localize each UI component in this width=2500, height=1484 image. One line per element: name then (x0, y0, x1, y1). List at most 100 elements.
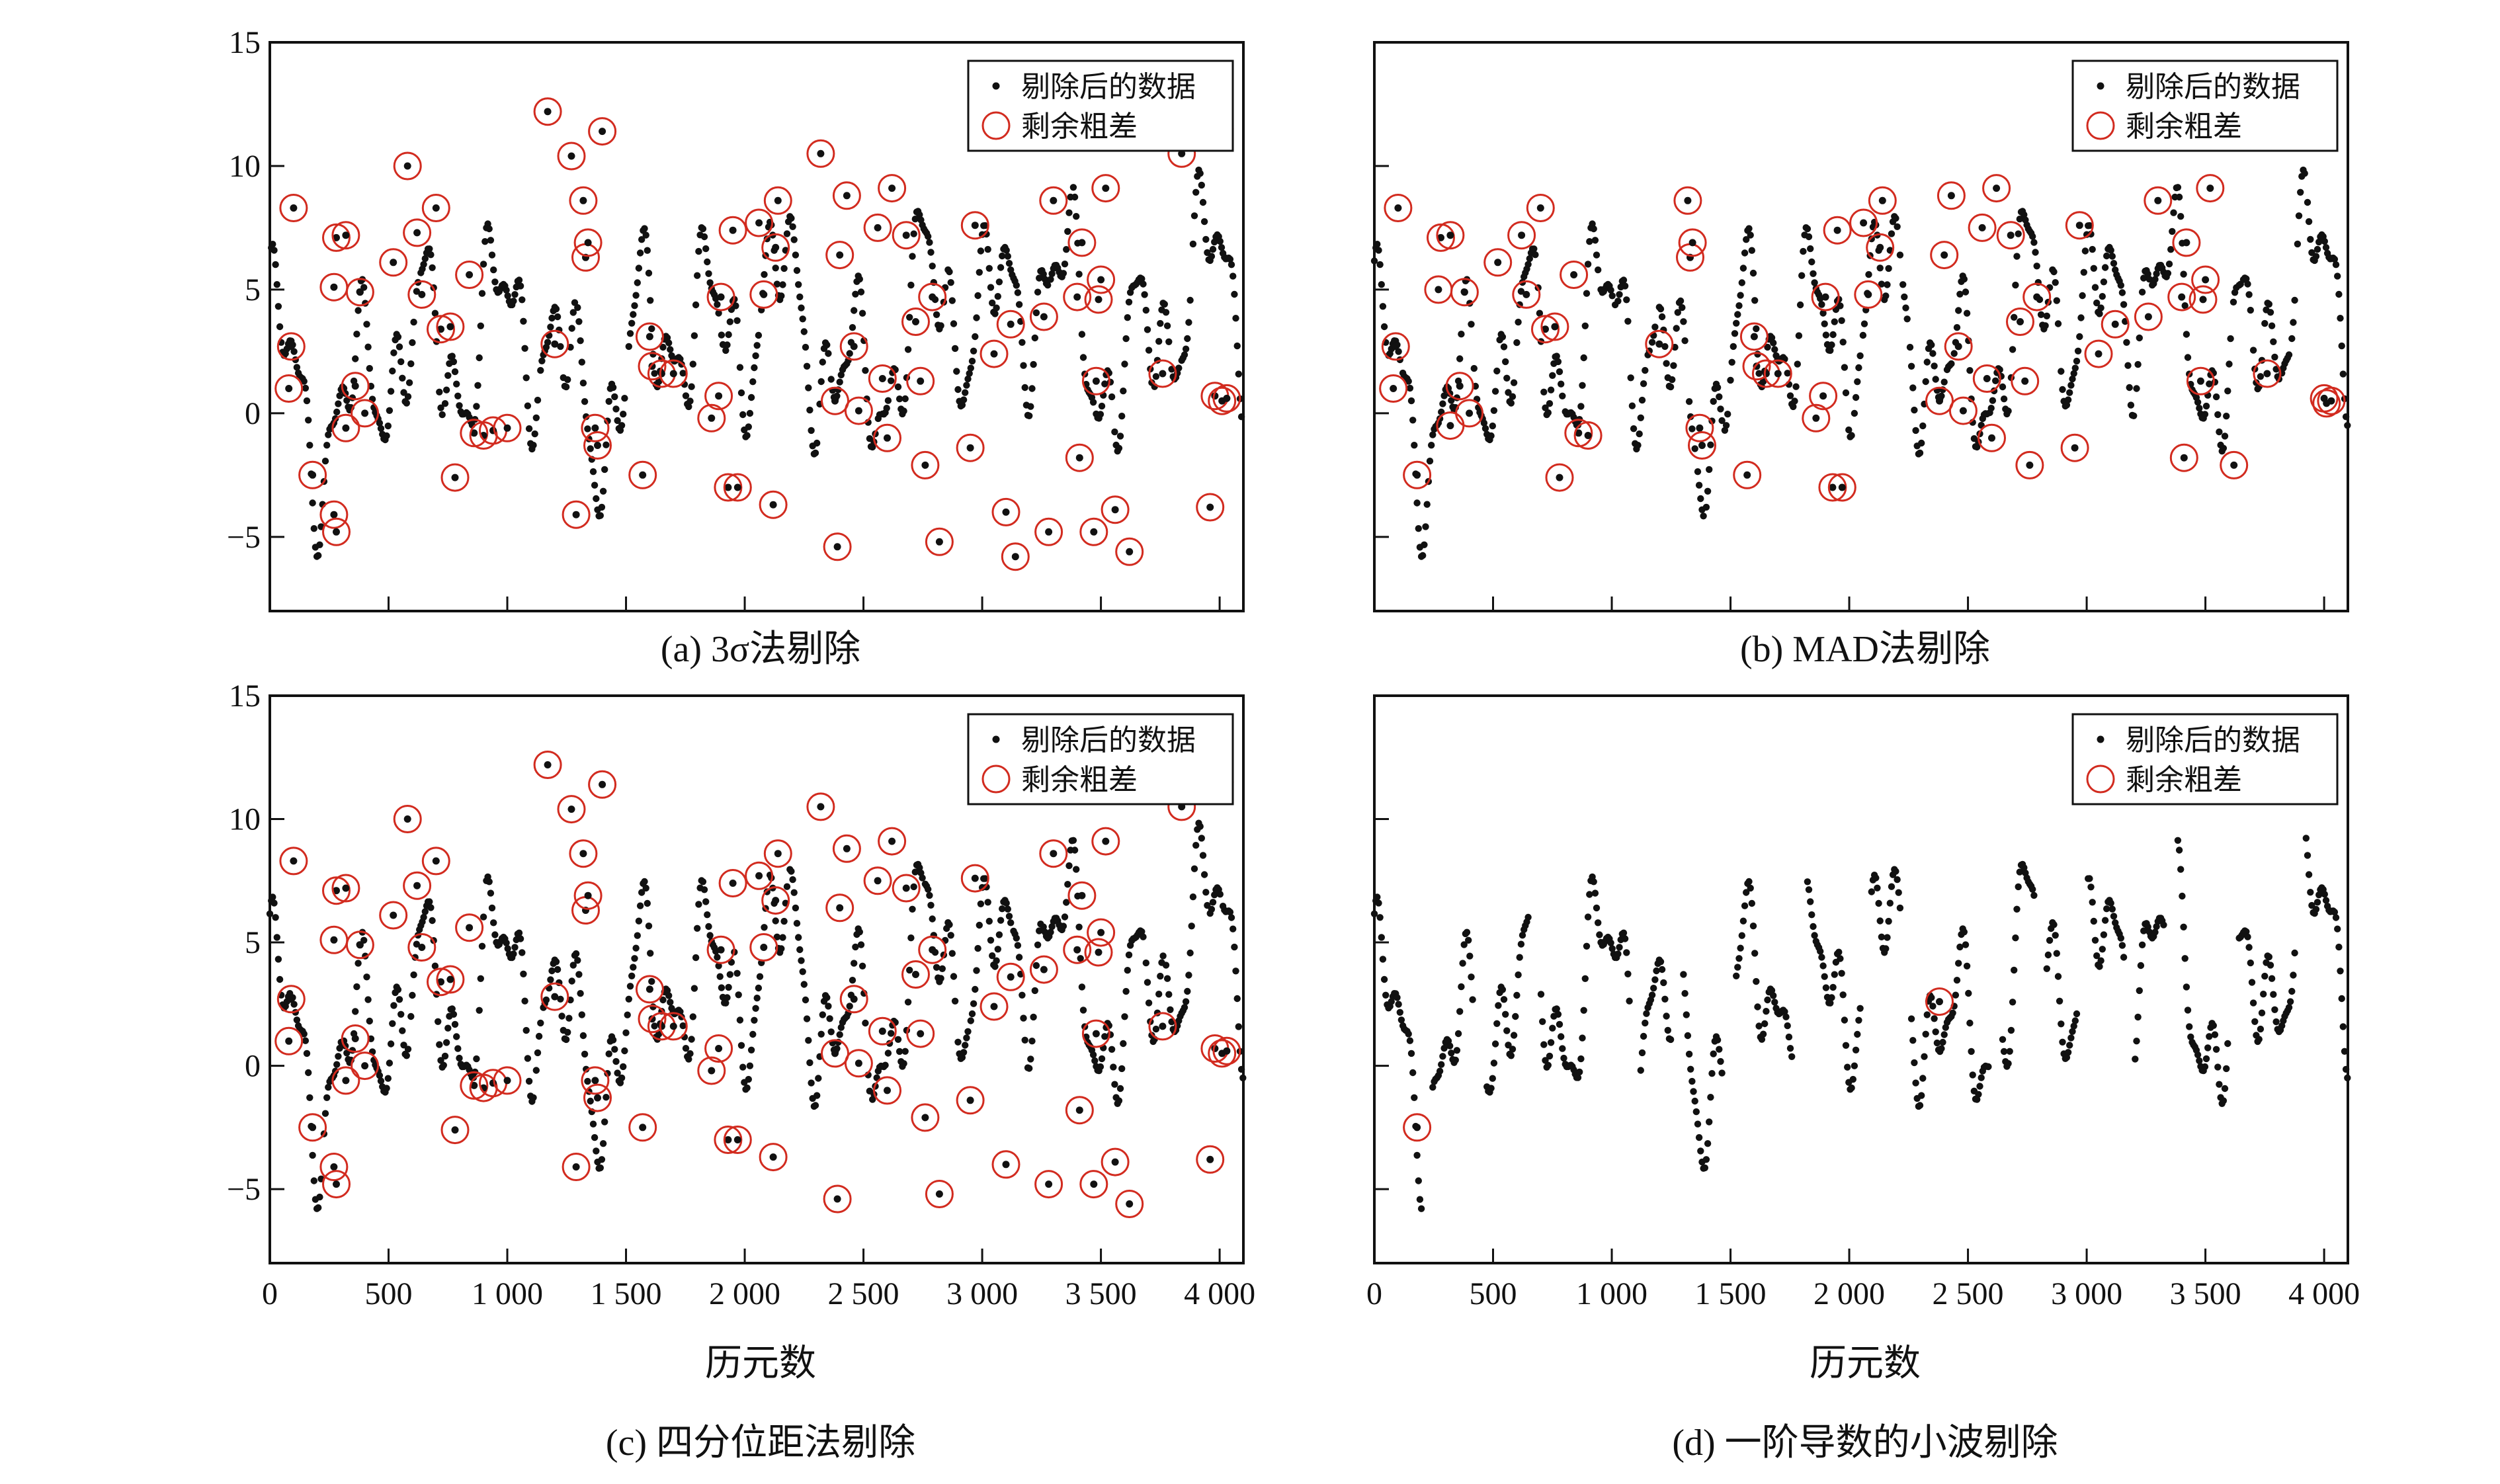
data-point (1810, 270, 1817, 277)
outlier-dot (878, 1027, 886, 1035)
data-point (1837, 302, 1844, 309)
data-point (1896, 904, 1904, 912)
data-point (2183, 983, 2190, 991)
data-point (2127, 401, 2135, 409)
data-point (789, 876, 796, 884)
data-point (1500, 343, 1508, 350)
outlier-dot (1078, 891, 1086, 899)
data-point (888, 377, 895, 384)
data-point (354, 960, 362, 967)
data-point (515, 929, 523, 936)
data-point (2257, 1025, 2265, 1033)
data-point (856, 275, 864, 283)
data-point (1845, 426, 1853, 434)
data-point (1189, 240, 1197, 248)
outlier-ring (823, 1184, 852, 1214)
data-point (1707, 441, 1714, 448)
outlier-ring (806, 792, 835, 821)
outlier-ring (873, 1076, 901, 1105)
data-point (919, 874, 926, 882)
outlier-dot (591, 1077, 599, 1085)
data-point (2247, 959, 2254, 967)
outlier-dot (466, 924, 474, 932)
data-point (1667, 1036, 1675, 1044)
data-point (621, 395, 628, 402)
data-point (968, 357, 976, 365)
outlier-dot (390, 259, 397, 267)
data-point (2054, 320, 2062, 327)
data-point (1078, 983, 1086, 991)
data-point (2042, 322, 2049, 329)
data-point (947, 932, 954, 939)
outlier-dot (772, 243, 780, 251)
data-point (827, 1028, 835, 1036)
data-point (1811, 932, 1818, 939)
data-point (1544, 409, 1552, 417)
legend-label-data: 剔除后的数据 (2126, 70, 2300, 104)
data-point (2079, 292, 2086, 300)
data-point (1697, 495, 1704, 503)
x-tick-label: 3 000 (946, 1276, 1018, 1311)
data-point (2073, 1010, 2081, 1018)
data-point (2249, 347, 2257, 354)
data-point (857, 941, 865, 948)
data-point (2030, 891, 2038, 899)
outlier-ring (638, 352, 667, 381)
data-point (538, 357, 546, 364)
data-point (987, 284, 995, 291)
data-point (558, 1012, 565, 1020)
data-point (1791, 397, 1798, 405)
data-point (1089, 399, 1097, 406)
data-point (2086, 222, 2093, 229)
outlier-dot (990, 1003, 998, 1010)
data-point (603, 441, 610, 448)
outlier-ring (562, 1153, 591, 1181)
outlier-dot (2026, 461, 2034, 469)
data-point (1069, 837, 1077, 845)
outlier-ring (569, 839, 598, 868)
data-point (1064, 227, 1071, 235)
data-point (795, 281, 802, 288)
outlier-dot (290, 204, 298, 212)
data-point (644, 899, 651, 907)
data-point (2073, 357, 2081, 365)
data-point (454, 1045, 462, 1052)
data-point (404, 1046, 412, 1053)
data-point (1078, 331, 1086, 338)
x-tick-label: 1 000 (1576, 1276, 1647, 1311)
data-point (1745, 225, 1753, 232)
data-point (1061, 913, 1069, 921)
data-point (1184, 335, 1191, 343)
data-point (620, 411, 627, 418)
data-point (958, 1053, 966, 1061)
data-point (1829, 331, 1837, 339)
data-point (882, 1061, 889, 1069)
outlier-ring (628, 1113, 657, 1142)
data-point (1040, 270, 1047, 278)
data-point (953, 368, 960, 375)
outlier-ring (704, 1034, 733, 1063)
data-point (1784, 370, 1791, 377)
outlier-ring (2006, 308, 2034, 336)
data-point (2216, 428, 2223, 436)
data-point (441, 1052, 449, 1060)
data-point (609, 1036, 617, 1044)
outlier-dot (669, 1022, 677, 1030)
data-point (987, 936, 995, 944)
outlier-ring (659, 359, 688, 388)
data-point (702, 245, 710, 253)
outlier-ring (331, 221, 360, 250)
outlier-dot (333, 528, 340, 536)
outlier-dot (1011, 553, 1019, 561)
data-point (862, 367, 869, 374)
data-point (1704, 1140, 1712, 1147)
outlier-dot (1102, 185, 1110, 192)
data-point (1468, 321, 1475, 328)
outlier-ring (455, 261, 484, 289)
outlier-dot (551, 340, 559, 348)
data-point (2009, 999, 2017, 1006)
data-point (1416, 1196, 1424, 1203)
outlier-ring (918, 935, 947, 964)
data-point (1077, 955, 1084, 962)
outlier-ring (2134, 302, 2163, 331)
